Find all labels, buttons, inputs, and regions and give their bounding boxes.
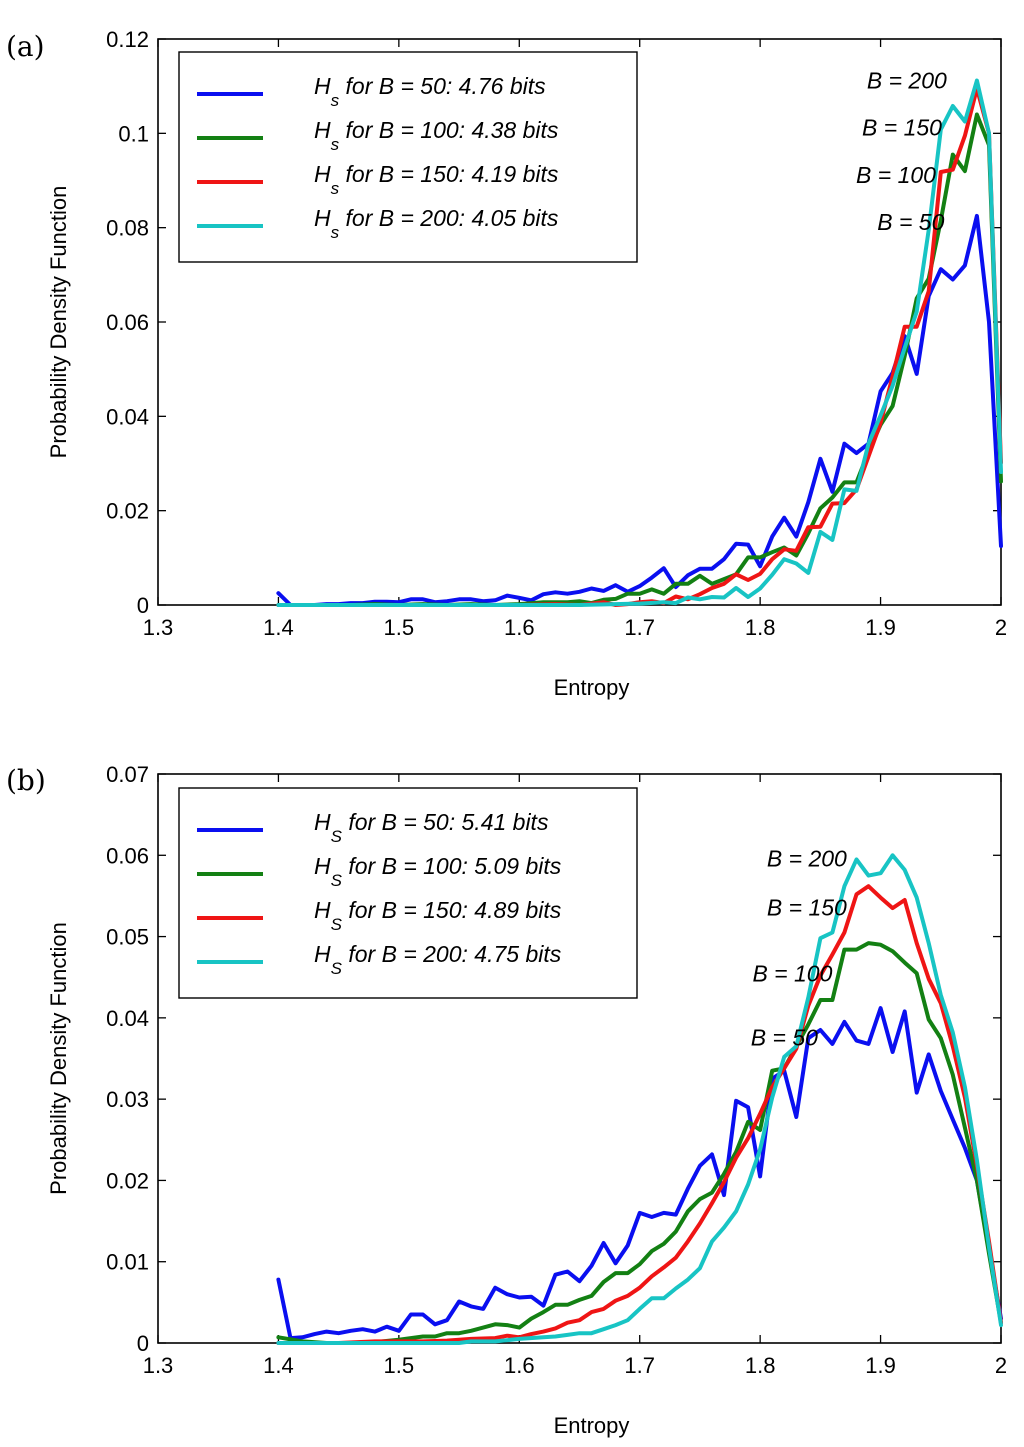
series-annotation: B = 200 xyxy=(767,846,847,872)
legend-text: for B = 100: 4.38 bits xyxy=(339,117,559,143)
legend-text: for B = 200: 4.75 bits xyxy=(342,941,562,967)
x-tick-label: 1.8 xyxy=(745,615,776,640)
legend-subscript: S xyxy=(331,959,343,978)
x-tick-label: 1.8 xyxy=(745,1353,776,1378)
legend-symbol: H xyxy=(314,205,331,231)
x-tick-label: 1.3 xyxy=(143,1353,174,1378)
legend-entry: Hs for B = 50: 4.76 bits xyxy=(314,73,546,110)
x-tick-label: 1.3 xyxy=(143,615,174,640)
chart-panel-b: 1.3 1.4 1.5 1.6 1.7 1.8 1.9 2 0 0.01 0.02 0.03 0.04 0… xyxy=(6,762,1007,1438)
legend-symbol: H xyxy=(314,809,331,835)
x-axis-label: Entropy xyxy=(554,1413,630,1438)
legend-subscript: s xyxy=(331,135,340,154)
legend-symbol: H xyxy=(314,73,331,99)
y-tick-label: 0.03 xyxy=(106,1087,149,1112)
y-tick-label: 0.1 xyxy=(118,121,149,146)
legend-symbol: H xyxy=(314,941,331,967)
legend-symbol: H xyxy=(314,853,331,879)
y-tick-label: 0.12 xyxy=(106,27,149,52)
x-tick-label: 2 xyxy=(995,1353,1007,1378)
y-tick-label: 0.04 xyxy=(106,404,149,429)
legend-entry: Hs for B = 150: 4.19 bits xyxy=(314,161,559,198)
y-tick-label: 0 xyxy=(137,593,149,618)
legend-subscript: S xyxy=(331,871,343,890)
legend-text: for B = 100: 5.09 bits xyxy=(342,853,562,879)
x-axis-label: Entropy xyxy=(554,675,630,700)
y-tick-label: 0.07 xyxy=(106,762,149,787)
x-tick-label: 1.5 xyxy=(384,615,415,640)
x-tick-label: 1.4 xyxy=(263,615,294,640)
y-axis-label: Probability Density Function xyxy=(46,186,71,459)
series-line-200 xyxy=(276,853,1003,1345)
legend-entry: HS for B = 100: 5.09 bits xyxy=(314,853,562,890)
panel-label: (a) xyxy=(6,30,45,63)
y-tick-label: 0.08 xyxy=(106,216,149,241)
legend-text: for B = 150: 4.89 bits xyxy=(342,897,562,923)
series-line-50 xyxy=(276,213,1003,607)
legend-subscript: s xyxy=(331,179,340,198)
series-annotation: B = 150 xyxy=(767,894,847,920)
y-tick-label: 0.04 xyxy=(106,1006,149,1031)
legend-entry: HS for B = 50: 5.41 bits xyxy=(314,809,549,846)
panel-label: (b) xyxy=(6,764,46,797)
x-tick-label: 1.9 xyxy=(865,615,896,640)
series-annotation: B = 200 xyxy=(867,68,947,94)
series-line-100 xyxy=(276,941,1003,1345)
x-tick-label: 1.7 xyxy=(624,1353,655,1378)
y-tick-label: 0.05 xyxy=(106,925,149,950)
chart-panel-a: 1.3 1.4 1.5 1.6 1.7 1.8 1.9 2 0 0.02 0.04 0.06 0.08 0… xyxy=(6,27,1007,700)
x-tick-label: 1.5 xyxy=(384,1353,415,1378)
legend-box xyxy=(178,51,638,263)
legend-text: for B = 50: 4.76 bits xyxy=(339,73,546,99)
series-annotation: B = 50 xyxy=(751,1024,818,1050)
legend-entry: HS for B = 200: 4.75 bits xyxy=(314,941,562,978)
series-annotation: B = 100 xyxy=(752,960,832,986)
legend-box xyxy=(178,787,638,999)
legend-text: for B = 50: 5.41 bits xyxy=(342,809,549,835)
x-tick-label: 2 xyxy=(995,615,1007,640)
series-line-50 xyxy=(276,1006,1003,1341)
legend-entry: Hs for B = 200: 4.05 bits xyxy=(314,205,559,242)
legend-entry: HS for B = 150: 4.89 bits xyxy=(314,897,562,934)
legend-symbol: H xyxy=(314,117,331,143)
legend-subscript: S xyxy=(331,915,343,934)
x-tick-label: 1.7 xyxy=(624,615,655,640)
legend-subscript: S xyxy=(331,827,343,846)
x-tick-label: 1.6 xyxy=(504,615,535,640)
y-tick-label: 0.02 xyxy=(106,1168,149,1193)
y-tick-label: 0.06 xyxy=(106,843,149,868)
y-tick-label: 0.02 xyxy=(106,499,149,524)
x-tick-label: 1.9 xyxy=(865,1353,896,1378)
series-annotation: B = 150 xyxy=(862,115,942,141)
series-annotation: B = 50 xyxy=(877,209,944,235)
x-tick-label: 1.6 xyxy=(504,1353,535,1378)
legend-symbol: H xyxy=(314,161,331,187)
legend-entry: Hs for B = 100: 4.38 bits xyxy=(314,117,559,154)
series-line-150 xyxy=(276,884,1003,1345)
y-axis-label: Probability Density Function xyxy=(46,922,71,1195)
legend-subscript: s xyxy=(331,91,340,110)
plot-frame xyxy=(157,773,1002,1344)
y-tick-label: 0.01 xyxy=(106,1250,149,1275)
x-tick-label: 1.4 xyxy=(263,1353,294,1378)
series-line-200 xyxy=(276,78,1003,607)
y-tick-label: 0.06 xyxy=(106,310,149,335)
legend-subscript: s xyxy=(331,223,340,242)
y-tick-label: 0 xyxy=(137,1331,149,1356)
legend-text: for B = 200: 4.05 bits xyxy=(339,205,559,231)
series-annotation: B = 100 xyxy=(856,162,936,188)
legend-symbol: H xyxy=(314,897,331,923)
legend-text: for B = 150: 4.19 bits xyxy=(339,161,559,187)
